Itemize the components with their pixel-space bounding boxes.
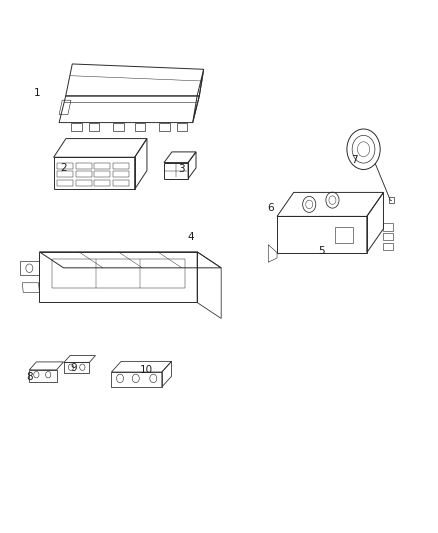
Text: 7: 7 <box>351 155 358 165</box>
Text: 2: 2 <box>60 163 67 173</box>
Text: 10: 10 <box>140 366 153 375</box>
Text: 5: 5 <box>318 246 325 255</box>
Text: 1: 1 <box>34 88 41 98</box>
Text: 4: 4 <box>187 232 194 242</box>
Text: 3: 3 <box>178 164 185 174</box>
Text: 8: 8 <box>26 373 33 382</box>
Text: 9: 9 <box>70 363 77 373</box>
Text: 6: 6 <box>267 203 274 213</box>
